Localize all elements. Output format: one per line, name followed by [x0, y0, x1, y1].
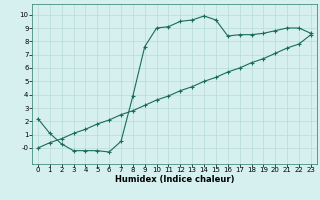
- X-axis label: Humidex (Indice chaleur): Humidex (Indice chaleur): [115, 175, 234, 184]
